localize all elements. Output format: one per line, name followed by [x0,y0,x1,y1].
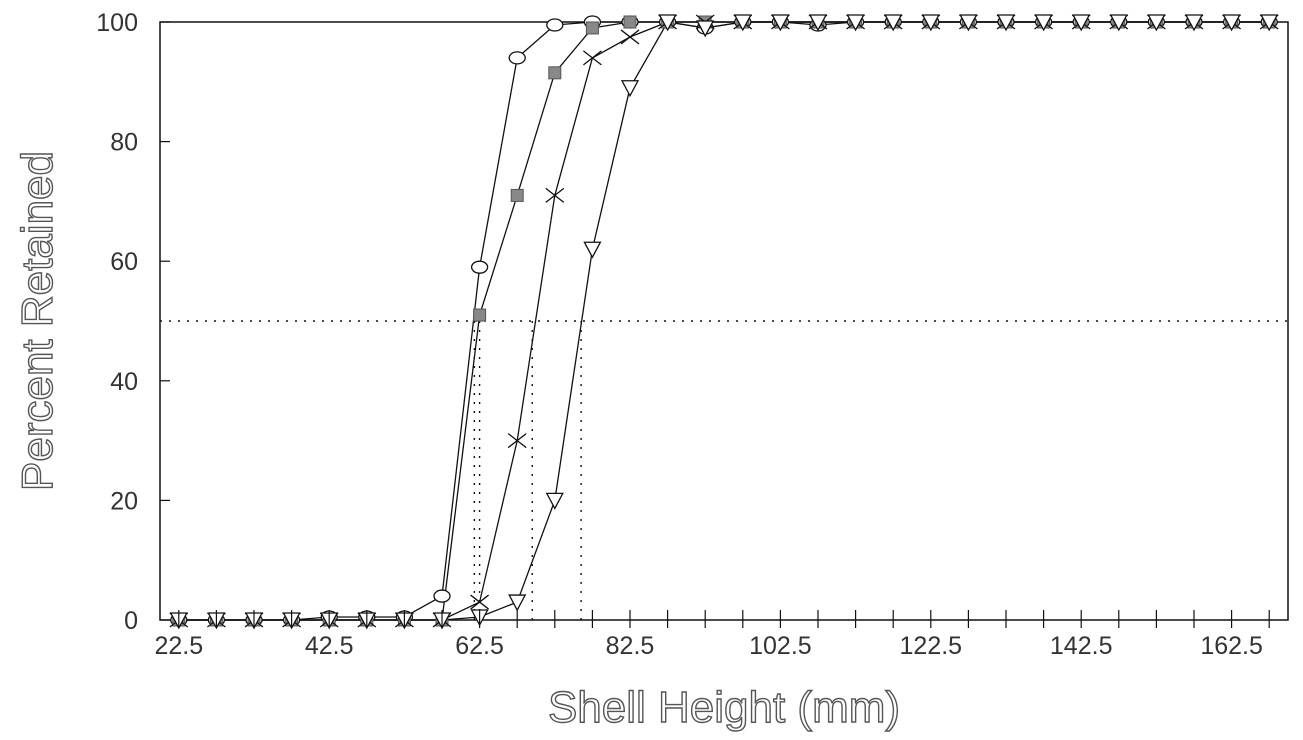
y-tick-label: 80 [110,129,138,157]
data-point-square [510,188,524,202]
data-point-triangle [771,14,790,32]
x-axis: 22.5 42.5 62.5 82.5 102.5 122.5 142.5 162.5 [154,610,1270,660]
data-point-square [623,15,637,29]
data-point-triangle [1260,14,1279,32]
data-point-x [507,433,527,449]
plot-frame [159,21,1289,621]
data-point-circle [546,18,564,32]
y-tick-label: 20 [110,487,138,515]
data-point-triangle [620,80,640,98]
x-tick-label: 62.5 [455,632,504,660]
data-point-square [548,66,562,80]
x-tick-label: 162.5 [1200,632,1263,660]
series-markers [169,14,1279,630]
reference-guides [160,320,1288,620]
data-point-x [470,594,489,610]
data-point-square [585,21,599,35]
y-tick-label: 60 [110,248,138,276]
data-point-triangle [808,14,828,32]
data-point-triangle [959,14,978,32]
data-point-triangle [733,14,752,32]
data-point-circle [433,589,451,603]
data-point-circle [470,260,489,274]
data-point-triangle [545,492,564,510]
data-point-circle [508,51,526,65]
data-point-x [620,29,640,45]
x-tick-label: 22.5 [154,632,203,660]
x-tick-label: 122.5 [900,632,963,660]
data-point-triangle [884,14,903,32]
y-tick-label: 100 [96,9,138,37]
data-point-triangle [1222,14,1241,32]
y-tick-label: 0 [124,607,138,635]
data-point-triangle [1072,14,1091,32]
data-point-square [473,308,487,322]
x-tick-label: 142.5 [1050,632,1113,660]
data-point-triangle [846,14,865,32]
y-tick-label: 40 [110,368,138,396]
data-point-triangle [1109,14,1128,32]
y-axis-title: Percent Retained [13,151,62,491]
x-tick-label: 82.5 [606,632,655,660]
x-tick-label: 42.5 [305,632,354,660]
data-point-x [583,50,602,66]
data-point-triangle [658,14,677,32]
data-point-triangle [1034,14,1053,32]
x-tick-label: 102.5 [749,632,812,660]
data-point-triangle [696,20,715,38]
x-axis-title: Shell Height (mm) [548,683,900,732]
data-point-x [545,187,565,203]
data-point-triangle [508,594,527,612]
y-axis: 0 20 40 60 80 100 [96,9,170,635]
data-point-triangle [583,241,602,259]
data-point-triangle [1184,14,1204,32]
data-point-triangle [996,14,1016,32]
data-point-triangle [1147,14,1166,32]
data-point-triangle [921,14,940,32]
